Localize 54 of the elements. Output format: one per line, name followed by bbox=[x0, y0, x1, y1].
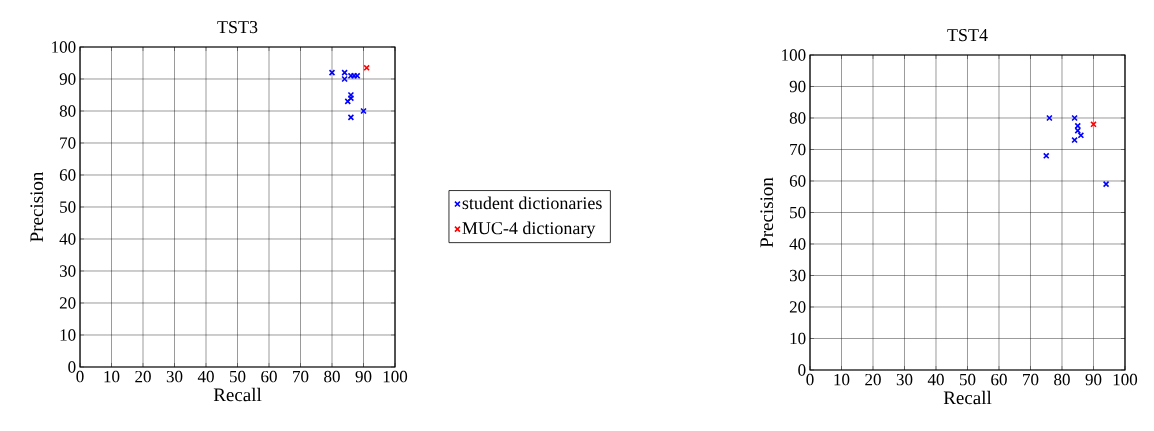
x-tick-label: 100 bbox=[383, 370, 408, 383]
x-tick-label: 20 bbox=[865, 373, 881, 386]
x-tick-label: 70 bbox=[293, 370, 309, 383]
chart-title: TST3 bbox=[217, 21, 258, 34]
y-tick-label: 20 bbox=[789, 301, 806, 313]
y-tick-label: 80 bbox=[789, 112, 806, 124]
legend-label: student dictionaries bbox=[462, 196, 602, 210]
y-tick-label: 50 bbox=[60, 201, 76, 213]
y-tick-label: 80 bbox=[59, 105, 76, 117]
x-tick-label: 80 bbox=[324, 370, 340, 383]
x-axis-title: Recall bbox=[943, 390, 992, 405]
y-tick-label: 100 bbox=[782, 49, 806, 61]
y-tick-label: 40 bbox=[59, 233, 76, 245]
y-tick-label: 50 bbox=[790, 206, 806, 219]
x-tick-label: 80 bbox=[1054, 373, 1070, 386]
x-tick-label: 20 bbox=[135, 370, 151, 383]
y-axis-title: Precision bbox=[760, 177, 774, 248]
x-axis-title: Recall bbox=[213, 387, 262, 402]
y-tick-label: 30 bbox=[59, 265, 76, 277]
x-tick-label: 60 bbox=[261, 370, 277, 383]
y-tick-label: 0 bbox=[68, 361, 76, 373]
point bbox=[1102, 180, 1110, 188]
y-tick-label: 60 bbox=[59, 169, 76, 181]
x-tick-label: 100 bbox=[1113, 373, 1138, 386]
y-tick-label: 20 bbox=[59, 297, 76, 309]
y-tick-label: 60 bbox=[789, 175, 806, 187]
x-tick-label: 10 bbox=[834, 373, 850, 386]
y-tick-label: 70 bbox=[60, 137, 76, 149]
x-tick-label: 50 bbox=[230, 370, 246, 383]
y-tick-label: 90 bbox=[59, 73, 76, 85]
legend-label: MUC-4 dictionary bbox=[462, 221, 596, 238]
x-tick-label: 90 bbox=[355, 370, 372, 383]
point bbox=[1042, 152, 1050, 160]
x-tick-label: 60 bbox=[991, 373, 1007, 386]
x-tick-label: 30 bbox=[896, 373, 913, 386]
x-tick-label: 0 bbox=[76, 370, 84, 383]
x-tick-label: 0 bbox=[806, 373, 814, 386]
x-tick-label: 90 bbox=[1085, 373, 1102, 386]
x-tick-label: 40 bbox=[927, 373, 944, 386]
x-tick-label: 40 bbox=[197, 370, 214, 383]
y-tick-label: 30 bbox=[789, 269, 806, 282]
x-tick-label: 30 bbox=[166, 370, 183, 383]
x-tick-label: 70 bbox=[1023, 373, 1039, 386]
y-tick-label: 40 bbox=[789, 238, 806, 250]
y-tick-label: 90 bbox=[789, 80, 806, 93]
y-tick-label: 70 bbox=[790, 143, 806, 156]
y-tick-label: 10 bbox=[60, 329, 76, 341]
chart-title: TST4 bbox=[947, 29, 988, 42]
x-tick-label: 10 bbox=[104, 370, 120, 383]
y-tick-label: 100 bbox=[52, 41, 76, 53]
point bbox=[1074, 122, 1082, 130]
y-axis-title: Precision bbox=[30, 171, 44, 242]
x-tick-label: 50 bbox=[959, 373, 976, 386]
y-tick-label: 10 bbox=[790, 332, 806, 345]
